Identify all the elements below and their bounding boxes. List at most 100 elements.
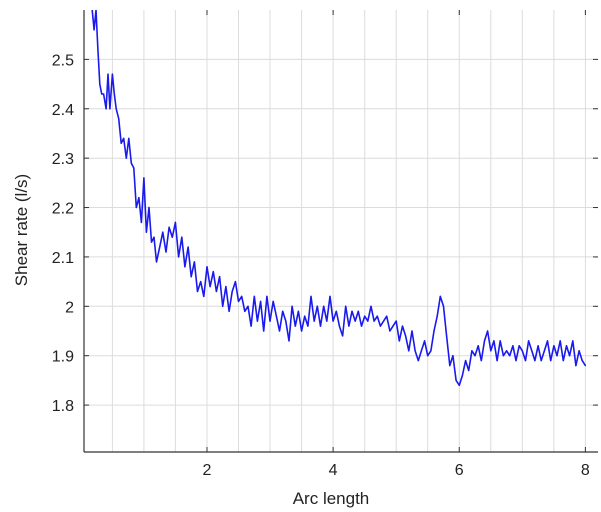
data-point (524, 360, 527, 362)
data-point (392, 325, 394, 327)
data-point (174, 221, 176, 223)
data-point (427, 355, 429, 357)
data-point (93, 29, 95, 31)
data-point (559, 340, 561, 342)
data-point (120, 142, 122, 144)
data-point (97, 48, 99, 51)
data-point (326, 320, 328, 322)
data-point (107, 73, 109, 75)
x-tick-label: 4 (329, 462, 338, 479)
data-point (118, 118, 120, 120)
data-point (439, 295, 441, 297)
data-point (209, 286, 211, 288)
data-point (206, 266, 208, 268)
data-point (282, 310, 284, 312)
data-point (575, 365, 577, 367)
data-point (509, 355, 511, 357)
y-tick-label: 2 (65, 299, 74, 316)
data-point (237, 300, 240, 302)
data-point (99, 83, 101, 85)
data-point (171, 236, 173, 238)
data-point (155, 261, 158, 263)
data-point (502, 355, 504, 357)
data-point (414, 350, 416, 352)
data-point (101, 93, 103, 95)
data-point (256, 320, 258, 322)
data-point (345, 305, 347, 307)
data-point (231, 290, 233, 293)
x-axis-label: Arc length (293, 489, 370, 508)
data-point (430, 350, 432, 352)
data-point (458, 384, 460, 386)
data-point (446, 335, 448, 337)
data-point (401, 325, 404, 327)
data-point (310, 295, 312, 297)
data-point (556, 355, 558, 357)
data-point (417, 360, 419, 362)
data-point (301, 330, 303, 332)
data-point (193, 261, 195, 263)
data-point (474, 355, 476, 357)
data-point (534, 360, 536, 362)
data-point (244, 310, 246, 312)
data-point (465, 360, 467, 362)
data-point (405, 335, 407, 337)
data-point (307, 325, 309, 327)
data-point (376, 315, 378, 317)
data-point (367, 320, 369, 322)
data-point (572, 340, 574, 342)
data-point (471, 350, 473, 352)
data-point (515, 360, 517, 362)
data-point (241, 295, 243, 297)
data-point (364, 315, 366, 317)
data-point (424, 340, 426, 342)
data-point (521, 350, 523, 352)
data-point (253, 295, 255, 297)
data-point (436, 315, 438, 317)
data-point (123, 137, 125, 139)
data-point (360, 325, 363, 327)
data-point (383, 320, 385, 322)
data-point (329, 295, 331, 297)
data-point (275, 315, 277, 317)
data-point (266, 295, 268, 297)
data-point (247, 305, 249, 307)
y-tick-label: 2.4 (52, 102, 74, 119)
data-point (278, 330, 281, 332)
data-point (395, 320, 397, 322)
data-point (461, 374, 463, 377)
data-point (480, 360, 482, 362)
data-point (496, 360, 498, 362)
data-point (578, 350, 580, 352)
data-point (477, 345, 479, 347)
data-point (379, 325, 381, 327)
data-point (581, 360, 583, 362)
data-point (215, 290, 217, 293)
data-point (162, 231, 164, 233)
data-point (148, 206, 150, 209)
data-point (506, 350, 508, 352)
data-point (200, 281, 202, 283)
data-point (449, 365, 451, 367)
y-axis-label: Shear rate (l/s) (12, 174, 31, 286)
data-point (499, 340, 501, 342)
data-point (203, 295, 205, 297)
data-point (386, 315, 388, 317)
data-point (528, 340, 530, 342)
x-tick-label: 6 (455, 462, 464, 479)
data-point (291, 305, 293, 307)
data-point (219, 276, 221, 278)
data-point (138, 197, 140, 199)
data-point (565, 345, 568, 347)
data-point (553, 345, 555, 347)
data-point (313, 320, 315, 322)
data-point (483, 340, 486, 342)
data-point (212, 271, 214, 273)
data-point (512, 345, 514, 347)
data-point (420, 350, 422, 352)
data-point (323, 305, 325, 307)
data-point (373, 320, 375, 322)
data-point (125, 157, 127, 159)
data-point (111, 73, 113, 75)
